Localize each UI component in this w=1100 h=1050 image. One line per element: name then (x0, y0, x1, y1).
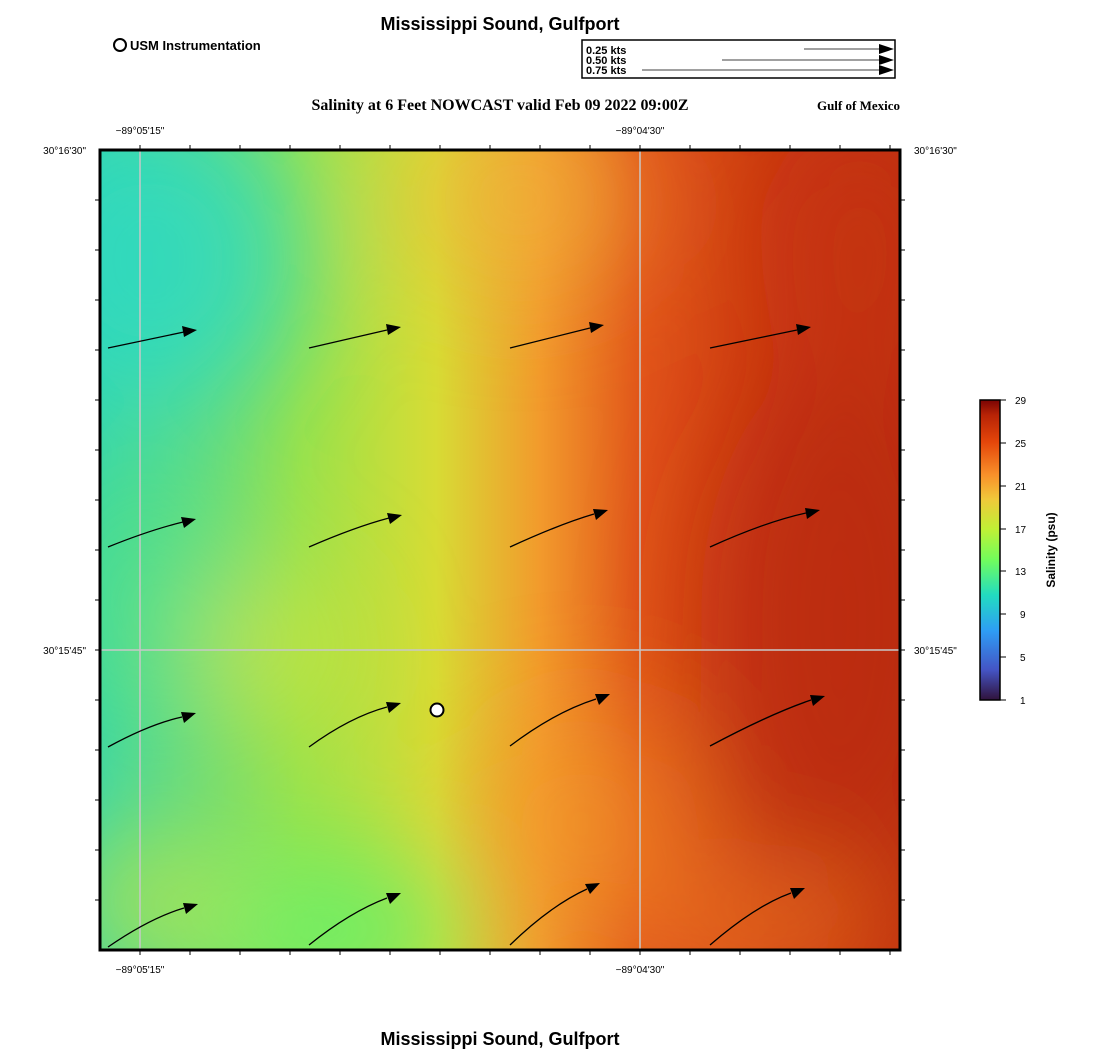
usm-station-marker[interactable] (429, 702, 445, 718)
colorbar-gradient (979, 399, 1001, 701)
lat-tick-label: 30°16'30" (43, 146, 86, 157)
station-legend: USM Instrumentation (113, 38, 261, 53)
station-legend-icon (113, 38, 127, 52)
current-vector-arrow (107, 903, 198, 948)
page-title: Mississippi Sound, Gulfport (380, 14, 619, 34)
lat-tick-label: 30°15'45" (43, 646, 86, 657)
lat-tick-label: 30°15'45" (914, 646, 957, 657)
colorbar-tick-label: 9 (1020, 610, 1026, 621)
lon-tick-label: −89°04'30" (616, 126, 665, 137)
colorbar-tick-label: 5 (1020, 653, 1026, 664)
salinity-field (100, 150, 900, 950)
salinity-colorbar: 29 25 21 17 13 9 5 1 Salinity (psu) (979, 396, 1058, 707)
colorbar-tick-label: 29 (1015, 396, 1027, 407)
vector-key-arrowhead (879, 44, 894, 54)
map-tick-marks (95, 145, 905, 955)
current-vector-arrow (709, 695, 825, 747)
current-vector-arrow (107, 326, 197, 349)
current-vector-arrow (709, 324, 811, 349)
colorbar-tick-label: 17 (1015, 525, 1027, 536)
page-footer-title: Mississippi Sound, Gulfport (380, 1029, 619, 1049)
station-legend-label: USM Instrumentation (130, 38, 261, 53)
colorbar-tick-label: 25 (1015, 439, 1027, 450)
vector-scale-box (581, 39, 896, 79)
lon-tick-label: −89°04'30" (616, 965, 665, 976)
map-subtitle: Salinity at 6 Feet NOWCAST valid Feb 09 … (311, 97, 688, 114)
vector-scale-legend: 0.25 kts 0.50 kts 0.75 kts (581, 39, 896, 79)
current-vector-arrow (308, 324, 401, 349)
vector-key-label: 0.50 kts (586, 55, 626, 67)
vector-key-arrowhead (879, 55, 894, 65)
current-vector-arrow (308, 893, 401, 946)
current-vector-arrow (709, 508, 820, 548)
current-vector-arrow (709, 888, 805, 946)
current-vectors (107, 322, 825, 948)
colorbar-title: Salinity (psu) (1044, 512, 1058, 587)
current-vector-arrow (107, 712, 196, 748)
vector-key-label: 0.25 kts (586, 45, 626, 57)
current-vector-arrow (509, 509, 608, 548)
current-vector-arrow (509, 883, 600, 946)
region-label: Gulf of Mexico (817, 98, 900, 113)
lat-tick-label: 30°16'30" (914, 146, 957, 157)
colorbar-tick-label: 13 (1015, 567, 1027, 578)
colorbar-tick-label: 1 (1020, 696, 1026, 707)
map-grid (100, 150, 900, 950)
colorbar-tick-label: 21 (1015, 482, 1027, 493)
lon-tick-label: −89°05'15" (116, 126, 165, 137)
vector-key-label: 0.75 kts (586, 65, 626, 77)
current-vector-arrow (308, 702, 401, 748)
lon-tick-label: −89°05'15" (116, 965, 165, 976)
current-vector-arrow (509, 694, 610, 747)
map-axis-labels: −89°05'15" −89°04'30" −89°05'15" −89°04'… (43, 126, 957, 976)
current-vector-arrow (107, 517, 196, 548)
vector-key-arrowhead (879, 65, 894, 75)
current-vector-arrow (308, 513, 402, 548)
current-vector-arrow (509, 322, 604, 349)
